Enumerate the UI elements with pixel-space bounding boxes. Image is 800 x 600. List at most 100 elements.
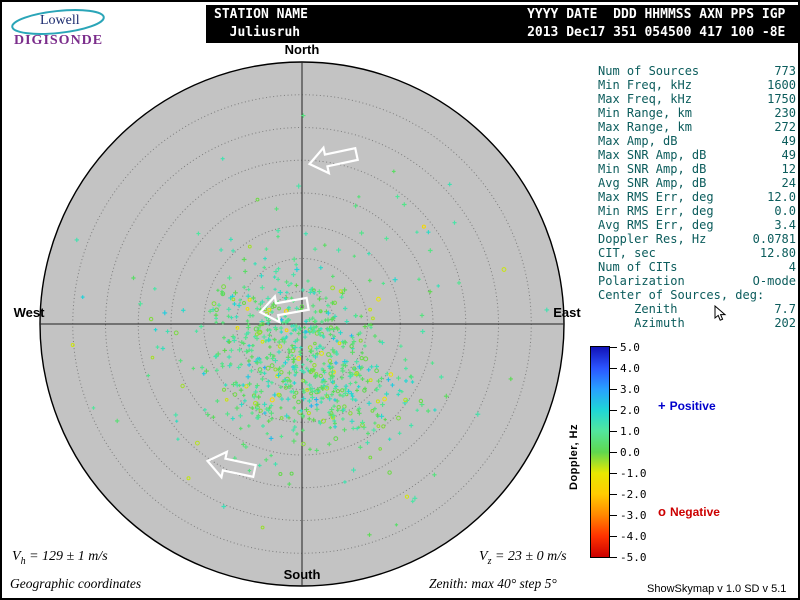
source-point-positive bbox=[196, 231, 201, 236]
source-point-negative bbox=[338, 289, 343, 294]
stat-row: Avg SNR Amp, dB 24 bbox=[598, 176, 796, 190]
source-point-positive bbox=[256, 413, 261, 418]
source-point-positive bbox=[285, 354, 291, 360]
source-point-positive bbox=[292, 381, 297, 385]
source-point-negative bbox=[337, 341, 342, 346]
source-point-positive bbox=[266, 337, 271, 343]
source-point-positive bbox=[332, 419, 337, 423]
stat-label: Min SNR Amp, dB bbox=[598, 162, 707, 176]
source-point-positive bbox=[205, 412, 211, 417]
source-point-positive bbox=[293, 327, 297, 331]
source-point-negative bbox=[333, 436, 339, 442]
source-point-positive bbox=[351, 467, 356, 473]
source-point-negative bbox=[270, 305, 275, 309]
source-point-positive bbox=[239, 340, 244, 345]
source-point-positive bbox=[318, 333, 323, 337]
source-point-positive bbox=[286, 384, 291, 389]
source-point-positive bbox=[251, 394, 257, 400]
source-point-negative bbox=[265, 311, 269, 316]
source-point-negative bbox=[220, 291, 226, 297]
source-point-positive bbox=[400, 390, 404, 394]
source-point-positive bbox=[246, 358, 251, 363]
source-point-positive bbox=[324, 296, 328, 300]
source-point-negative bbox=[211, 301, 217, 307]
source-point-positive bbox=[354, 373, 359, 378]
source-point-positive bbox=[153, 287, 157, 291]
stat-row: Min Freq, kHz 1600 bbox=[598, 78, 796, 92]
source-point-positive bbox=[331, 389, 336, 394]
tick-mark bbox=[610, 430, 617, 432]
stat-label: Min RMS Err, deg bbox=[598, 204, 714, 218]
source-point-negative bbox=[294, 390, 299, 395]
source-point-positive bbox=[244, 348, 249, 354]
skymap-circle bbox=[39, 61, 565, 587]
source-point-positive bbox=[247, 344, 251, 348]
source-point-positive bbox=[341, 394, 345, 398]
source-point-positive bbox=[257, 323, 263, 328]
source-point-positive bbox=[325, 326, 330, 331]
source-point-negative bbox=[186, 476, 191, 481]
source-point-positive bbox=[300, 413, 305, 418]
logo-swoosh-icon bbox=[11, 9, 105, 35]
stat-row: Max Range, km 272 bbox=[598, 120, 796, 134]
source-point-positive bbox=[439, 374, 444, 380]
source-point-negative bbox=[269, 363, 275, 369]
source-point-positive bbox=[285, 318, 291, 323]
source-point-negative bbox=[332, 300, 337, 305]
source-point-negative bbox=[326, 352, 331, 357]
source-point-positive bbox=[303, 319, 309, 324]
source-point-positive bbox=[279, 396, 284, 402]
source-point-negative bbox=[255, 405, 260, 410]
source-point-negative bbox=[311, 368, 316, 373]
colorbar-ticks: 5.0 4.0 3.0 2.0 1.0 0.0 -1.0 -2.0 -3.0 -4.0 -5.0 bbox=[610, 341, 680, 564]
stat-value: 49 bbox=[781, 134, 796, 148]
source-point-positive bbox=[153, 327, 158, 332]
source-point-positive bbox=[146, 373, 151, 378]
source-point-positive bbox=[366, 431, 370, 436]
source-point-positive bbox=[300, 414, 305, 419]
source-point-positive bbox=[283, 319, 289, 325]
source-point-positive bbox=[335, 326, 339, 330]
source-point-positive bbox=[357, 364, 362, 369]
source-point-positive bbox=[432, 472, 437, 477]
source-point-negative bbox=[284, 328, 289, 333]
zenith-ring bbox=[236, 258, 368, 390]
source-point-positive bbox=[340, 291, 345, 296]
source-point-positive bbox=[381, 281, 385, 286]
source-point-positive bbox=[358, 445, 363, 450]
source-point-negative bbox=[267, 307, 272, 312]
source-point-positive bbox=[319, 400, 324, 404]
source-point-positive bbox=[360, 351, 364, 355]
source-point-negative bbox=[260, 525, 265, 530]
source-point-positive bbox=[390, 383, 395, 388]
source-point-positive bbox=[420, 329, 426, 334]
source-point-positive bbox=[279, 319, 284, 323]
source-point-positive bbox=[290, 353, 294, 357]
source-point-positive bbox=[309, 359, 313, 364]
source-point-positive bbox=[251, 314, 255, 318]
source-point-positive bbox=[357, 425, 361, 429]
stat-label: Min Range, km bbox=[598, 106, 692, 120]
source-point-positive bbox=[366, 401, 372, 406]
source-point-positive bbox=[436, 284, 440, 288]
source-point-positive bbox=[131, 275, 136, 281]
source-point-positive bbox=[279, 317, 284, 322]
source-point-positive bbox=[289, 281, 293, 286]
source-point-positive bbox=[354, 359, 360, 365]
source-point-positive bbox=[276, 300, 280, 304]
source-point-positive bbox=[328, 332, 333, 337]
source-point-positive bbox=[253, 359, 259, 364]
source-point-positive bbox=[321, 383, 326, 388]
source-point-positive bbox=[417, 277, 421, 281]
stat-value: 49 bbox=[781, 148, 796, 162]
source-point-positive bbox=[322, 362, 326, 366]
source-point-positive bbox=[335, 339, 339, 343]
source-point-positive bbox=[403, 357, 408, 362]
source-point-positive bbox=[404, 366, 408, 371]
tick-mark bbox=[610, 388, 617, 390]
source-point-positive bbox=[508, 376, 513, 382]
source-point-positive bbox=[234, 405, 240, 411]
source-point-positive bbox=[335, 398, 340, 404]
source-point-positive bbox=[314, 325, 319, 329]
stat-value: 1750 bbox=[767, 92, 796, 106]
